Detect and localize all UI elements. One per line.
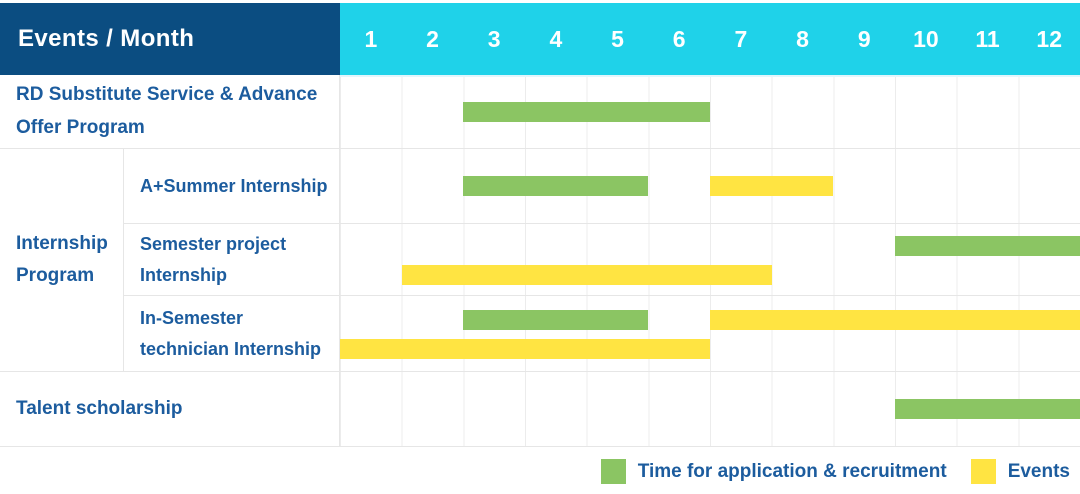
table-body: RD Substitute Service & Advance Offer Pr… bbox=[0, 75, 1080, 447]
month-header-7: 7 bbox=[734, 25, 748, 52]
event-bar bbox=[710, 176, 834, 196]
table-header-row: Events / Month 1 2 3 4 5 6 7 8 9 10 11 12 bbox=[0, 3, 1080, 75]
table-row: In-Semester technician Internship bbox=[124, 296, 1080, 372]
month-header-strip: 1 2 3 4 5 6 7 8 9 10 11 12 bbox=[340, 3, 1080, 75]
month-header-11: 11 bbox=[975, 25, 1000, 52]
month-header-12: 12 bbox=[1036, 25, 1063, 52]
month-header-8: 8 bbox=[796, 25, 809, 52]
gantt-schedule-table: Events / Month 1 2 3 4 5 6 7 8 9 10 11 12 RD Substi… bbox=[0, 3, 1080, 447]
row-chart-area bbox=[340, 296, 1080, 371]
event-bar bbox=[710, 309, 1080, 330]
application-bar bbox=[895, 235, 1080, 256]
row-label: In-Semester technician Internship bbox=[124, 296, 340, 371]
row-label: RD Substitute Service & Advance Offer Pr… bbox=[0, 75, 340, 148]
month-header-10: 10 bbox=[913, 25, 939, 52]
month-header-3: 3 bbox=[487, 25, 501, 52]
legend-swatch-event-icon bbox=[970, 459, 996, 484]
application-bar bbox=[463, 101, 710, 122]
row-label: A+Summer Internship bbox=[124, 149, 340, 223]
month-header-5: 5 bbox=[611, 25, 624, 52]
row-chart-area bbox=[340, 372, 1080, 446]
legend-label: Time for application & recruitment bbox=[637, 460, 947, 482]
event-bar bbox=[401, 264, 772, 285]
month-header-1: 1 bbox=[364, 25, 378, 52]
row-group-internship-program: Internship Program A+Summer Internship Sem… bbox=[0, 149, 1080, 372]
application-bar bbox=[463, 309, 649, 330]
legend: Time for application & recruitment Events bbox=[600, 459, 1070, 484]
group-label: Internship Program bbox=[0, 149, 124, 372]
row-chart-area bbox=[340, 149, 1080, 223]
legend-item-event: Events bbox=[970, 459, 1070, 484]
month-header-4: 4 bbox=[549, 25, 563, 52]
table-row: Talent scholarship bbox=[0, 372, 1080, 447]
events-month-header: Events / Month bbox=[0, 3, 340, 75]
table-row: RD Substitute Service & Advance Offer Pr… bbox=[0, 75, 1080, 149]
legend-item-application: Time for application & recruitment bbox=[600, 459, 947, 484]
month-header-6: 6 bbox=[672, 25, 686, 52]
table-row: A+Summer Internship bbox=[124, 149, 1080, 224]
month-header-9: 9 bbox=[857, 25, 871, 52]
row-chart-area bbox=[340, 224, 1080, 295]
legend-swatch-application-icon bbox=[600, 459, 626, 484]
event-bar bbox=[340, 338, 710, 359]
legend-label: Events bbox=[1007, 460, 1070, 482]
group-subrows: A+Summer Internship Semester project Inte… bbox=[124, 149, 1080, 372]
row-label: Semester project Internship bbox=[124, 224, 340, 295]
row-chart-area bbox=[340, 75, 1080, 148]
month-header-2: 2 bbox=[426, 25, 439, 52]
row-label: Talent scholarship bbox=[0, 372, 340, 446]
table-row: Semester project Internship bbox=[124, 224, 1080, 296]
application-bar bbox=[895, 399, 1080, 419]
application-bar bbox=[463, 176, 649, 196]
